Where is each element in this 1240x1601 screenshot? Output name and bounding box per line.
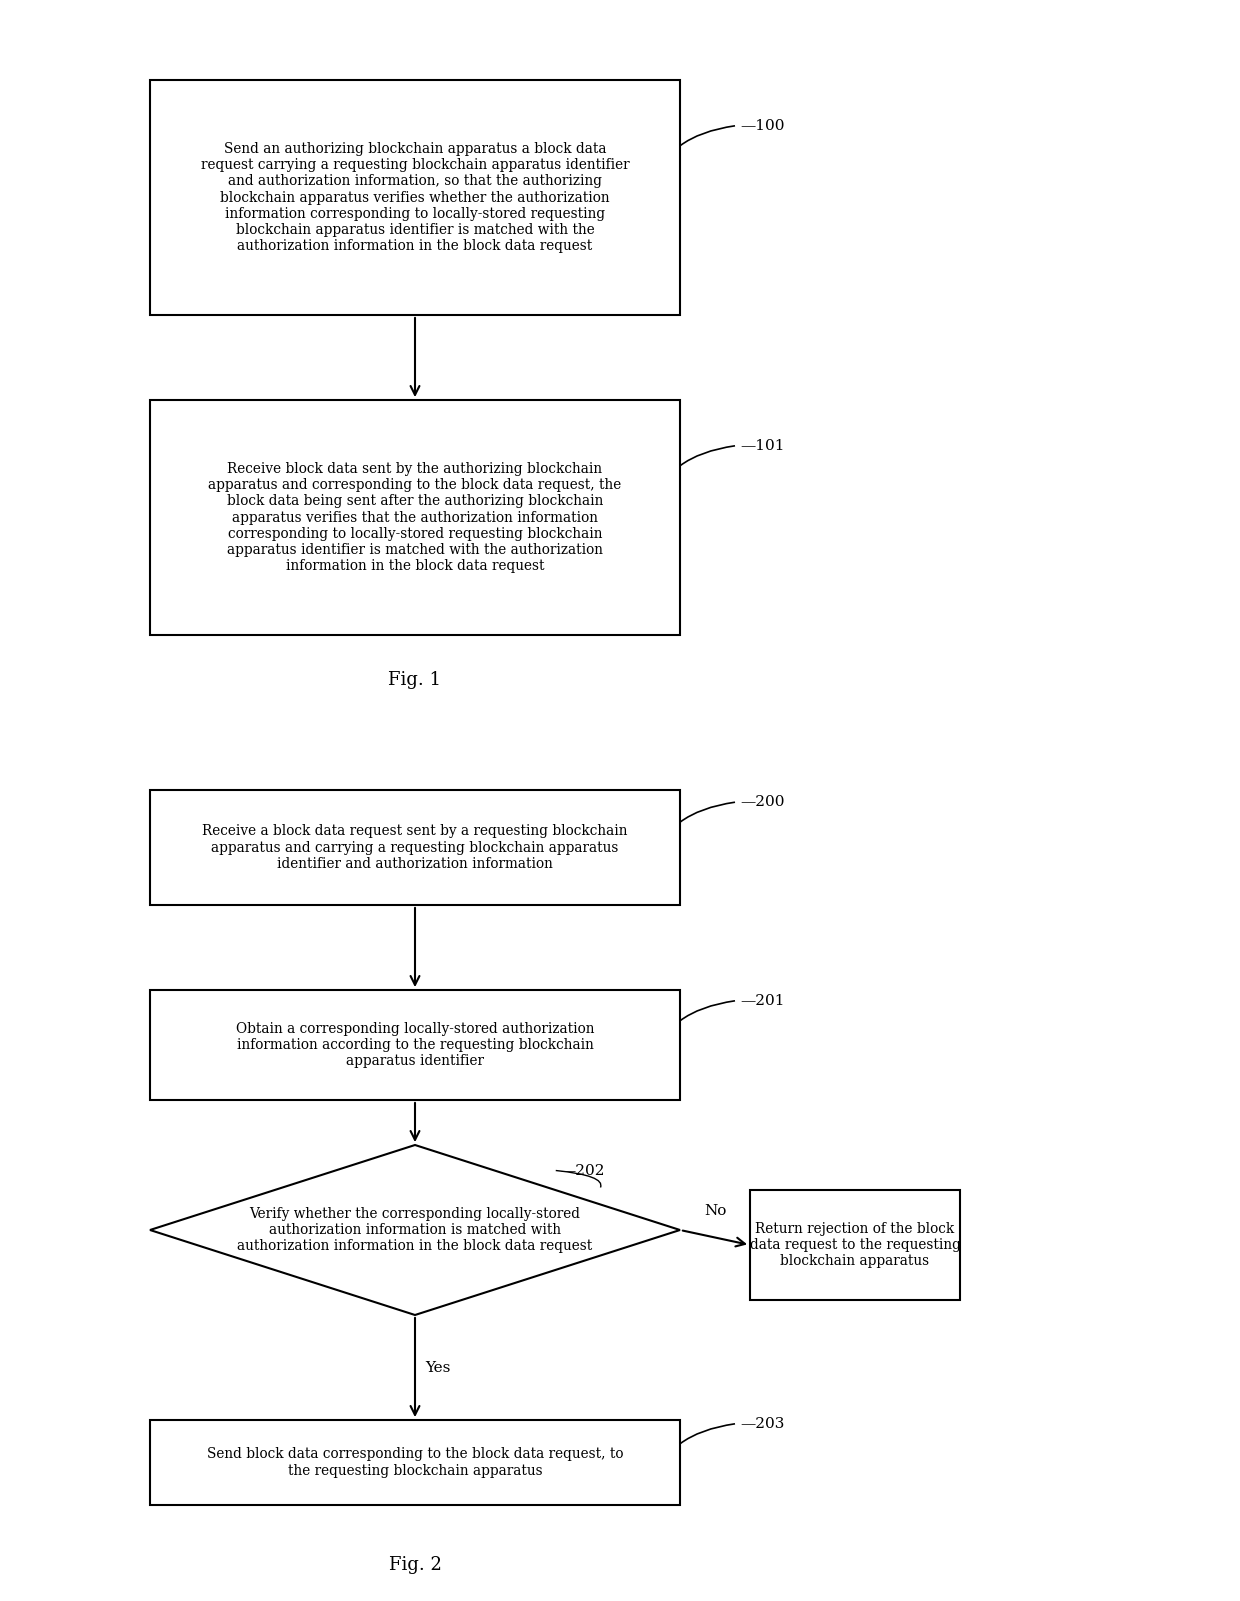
Text: Send an authorizing blockchain apparatus a block data
request carrying a request: Send an authorizing blockchain apparatus… xyxy=(201,142,630,253)
Text: Obtain a corresponding locally-stored authorization
information according to the: Obtain a corresponding locally-stored au… xyxy=(236,1021,594,1068)
Polygon shape xyxy=(150,1145,680,1314)
Text: Send block data corresponding to the block data request, to
the requesting block: Send block data corresponding to the blo… xyxy=(207,1447,624,1478)
Text: Verify whether the corresponding locally-stored
authorization information is mat: Verify whether the corresponding locally… xyxy=(237,1207,593,1254)
Text: —100: —100 xyxy=(740,118,785,133)
Text: Yes: Yes xyxy=(425,1361,450,1375)
FancyBboxPatch shape xyxy=(150,400,680,636)
Text: —101: —101 xyxy=(740,439,785,453)
FancyBboxPatch shape xyxy=(150,80,680,315)
Text: No: No xyxy=(704,1204,727,1218)
Text: Fig. 2: Fig. 2 xyxy=(388,1556,441,1574)
FancyBboxPatch shape xyxy=(150,989,680,1100)
Text: Fig. 1: Fig. 1 xyxy=(388,671,441,688)
Text: Receive a block data request sent by a requesting blockchain
apparatus and carry: Receive a block data request sent by a r… xyxy=(202,825,627,871)
Text: —200: —200 xyxy=(740,796,785,809)
FancyBboxPatch shape xyxy=(150,789,680,905)
FancyBboxPatch shape xyxy=(750,1190,960,1300)
FancyBboxPatch shape xyxy=(150,1420,680,1505)
Text: —202: —202 xyxy=(560,1164,605,1177)
Text: Receive block data sent by the authorizing blockchain
apparatus and correspondin: Receive block data sent by the authorizi… xyxy=(208,463,621,573)
Text: —201: —201 xyxy=(740,994,785,1007)
Text: Return rejection of the block
data request to the requesting
blockchain apparatu: Return rejection of the block data reque… xyxy=(749,1222,961,1268)
Text: —203: —203 xyxy=(740,1417,785,1431)
